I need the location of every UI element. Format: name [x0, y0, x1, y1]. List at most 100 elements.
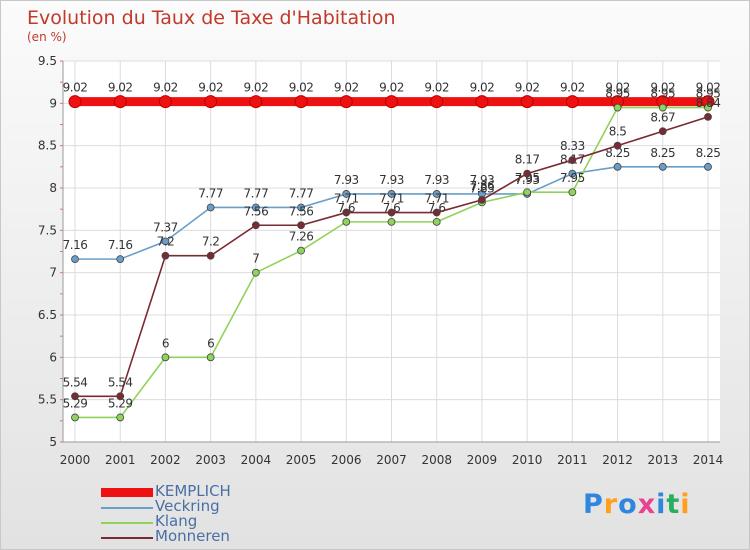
data-label-klang: 5.29 [63, 396, 88, 410]
data-label-kemplich: 9.02 [515, 81, 540, 95]
proxiti-logo: Proxiti [583, 489, 691, 520]
data-label-monneren: 7.56 [243, 204, 268, 218]
data-point-monneren [523, 169, 532, 178]
data-point-monneren [297, 221, 305, 230]
data-label-veckring: 7.37 [153, 220, 178, 234]
logo-letter: x [637, 489, 657, 520]
data-label-klang: 6 [162, 336, 169, 350]
logo-letter: o [618, 489, 638, 520]
data-label-monneren: 7.86 [470, 179, 495, 193]
y-tick-label: 7.5 [38, 223, 57, 237]
data-point-veckring [704, 162, 712, 171]
x-tick-label: 2012 [602, 453, 633, 467]
data-point-kemplich [158, 95, 172, 109]
data-point-klang [297, 246, 305, 255]
y-tick-label: 6.5 [38, 308, 57, 322]
logo-letter: i [680, 489, 691, 520]
data-point-klang [432, 217, 441, 226]
data-point-veckring [116, 255, 125, 264]
data-label-klang: 7 [252, 252, 259, 266]
data-label-kemplich: 9.02 [198, 81, 223, 95]
y-tick-label: 6 [49, 350, 57, 364]
data-label-kemplich: 9.02 [63, 81, 88, 95]
x-tick-label: 2003 [195, 453, 226, 467]
data-label-monneren: 7.56 [289, 204, 314, 218]
data-label-klang: 7.95 [515, 171, 540, 185]
data-label-klang: 7.95 [560, 171, 585, 185]
x-tick-label: 2002 [150, 453, 181, 467]
data-label-veckring: 7.93 [470, 173, 495, 187]
data-label-klang: 7.6 [337, 201, 355, 215]
legend-swatch-veckring [101, 507, 153, 509]
data-point-kemplich [249, 95, 263, 109]
data-label-monneren: 8.84 [696, 96, 721, 110]
data-point-veckring [251, 203, 260, 212]
data-label-veckring: 8.25 [696, 146, 721, 160]
logo-letter: P [583, 489, 604, 520]
x-tick-label: 2006 [331, 453, 362, 467]
data-point-monneren [704, 112, 712, 121]
data-point-monneren [71, 392, 79, 401]
legend-label-kemplich: KEMPLICH [155, 482, 231, 500]
data-point-klang [71, 413, 79, 422]
data-point-monneren [251, 221, 260, 230]
data-point-klang [704, 103, 712, 112]
data-label-monneren: 7.2 [157, 235, 175, 249]
logo-letter: r [603, 489, 619, 520]
x-tick-label: 2008 [421, 453, 452, 467]
chart-subtitle: (en %) [27, 30, 67, 44]
legend-swatch-monneren [101, 537, 153, 539]
data-label-kemplich: 9.02 [470, 81, 495, 95]
logo-letter: i [656, 489, 667, 520]
chart-title: Evolution du Taux de Taxe d'Habitation [27, 7, 396, 29]
data-point-veckring [613, 162, 622, 171]
legend-label-veckring: Veckring [155, 497, 220, 515]
data-point-veckring [71, 255, 79, 264]
data-point-kemplich [294, 95, 308, 109]
data-point-monneren [342, 208, 351, 217]
data-label-monneren: 8.67 [650, 110, 675, 124]
data-label-kemplich: 9.02 [243, 81, 268, 95]
logo-letter: t [666, 489, 681, 520]
data-label-klang: 7.26 [289, 230, 314, 244]
data-point-veckring [568, 169, 577, 178]
data-point-veckring [342, 190, 351, 198]
data-label-veckring: 7.93 [379, 173, 404, 187]
y-tick-label: 7 [49, 266, 57, 280]
data-label-monneren: 7.71 [379, 192, 404, 206]
y-tick-label: 5.5 [38, 393, 57, 407]
data-label-kemplich: 9.02 [108, 81, 133, 95]
data-point-klang [568, 188, 577, 197]
data-point-veckring [387, 190, 396, 198]
data-point-klang [116, 413, 125, 422]
data-label-veckring: 7.93 [424, 173, 449, 187]
data-label-klang: 8.95 [696, 87, 721, 101]
legend-label-klang: Klang [155, 512, 198, 530]
legend-swatch-klang [101, 522, 153, 524]
y-tick-label: 9.5 [38, 54, 57, 68]
data-label-klang: 8.95 [650, 87, 675, 101]
data-point-kemplich [339, 95, 353, 109]
data-label-veckring: 7.93 [334, 173, 359, 187]
data-label-monneren: 8.5 [609, 125, 627, 139]
data-point-klang [387, 217, 396, 226]
x-tick-label: 2000 [60, 453, 91, 467]
data-point-monneren [478, 195, 486, 204]
y-tick-label: 8 [49, 181, 57, 195]
data-label-veckring: 7.16 [63, 238, 88, 252]
x-tick-label: 2013 [648, 453, 679, 467]
data-point-kemplich [113, 95, 127, 109]
data-label-kemplich: 9.02 [560, 81, 585, 95]
data-point-kemplich [565, 95, 579, 109]
x-tick-label: 2014 [693, 453, 724, 467]
data-point-klang [658, 103, 667, 112]
data-point-kemplich [385, 95, 398, 109]
data-point-monneren [658, 127, 667, 136]
x-tick-label: 2010 [512, 453, 543, 467]
data-label-kemplich: 9.02 [153, 81, 178, 95]
data-point-veckring [206, 203, 215, 212]
x-tick-label: 2001 [105, 453, 136, 467]
data-point-veckring [432, 190, 441, 198]
